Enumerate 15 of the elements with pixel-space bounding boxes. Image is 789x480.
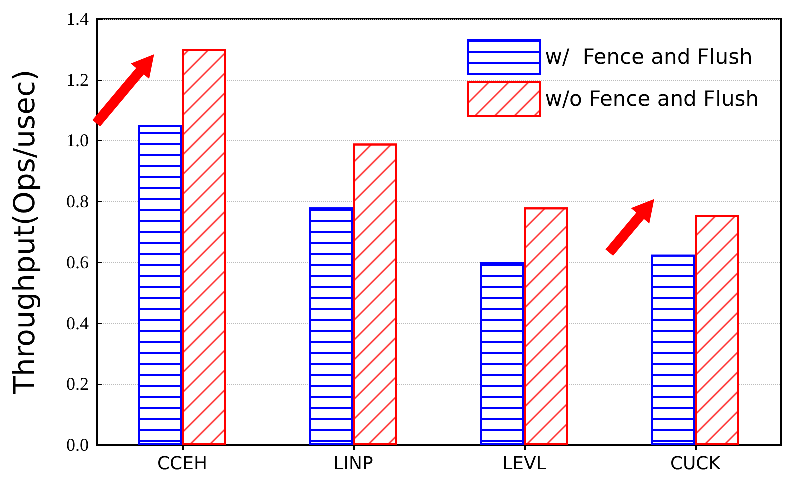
x-tick-label: CUCK [670,454,722,474]
y-tick-label: 0.4 [66,313,89,334]
y-tick-label: 1.0 [66,130,89,151]
y-tick-label: 0.6 [66,252,89,272]
x-tick-label: CCEH [157,454,208,474]
x-tick-label: LEVL [502,454,546,474]
y-tick-label: 1.2 [66,70,89,90]
legend-label: w/o Fence and Flush [545,87,759,111]
y-axis-title: Throughput(Ops/usec) [8,70,42,396]
y-tick-label: 0.0 [66,435,89,455]
y-tick-label: 0.8 [66,192,89,212]
x-tick-label: LINP [334,454,374,474]
y-tick-label: 1.4 [66,9,89,29]
legend-label: w/ Fence and Flush [545,45,753,69]
y-tick-label: 0.2 [66,374,89,394]
